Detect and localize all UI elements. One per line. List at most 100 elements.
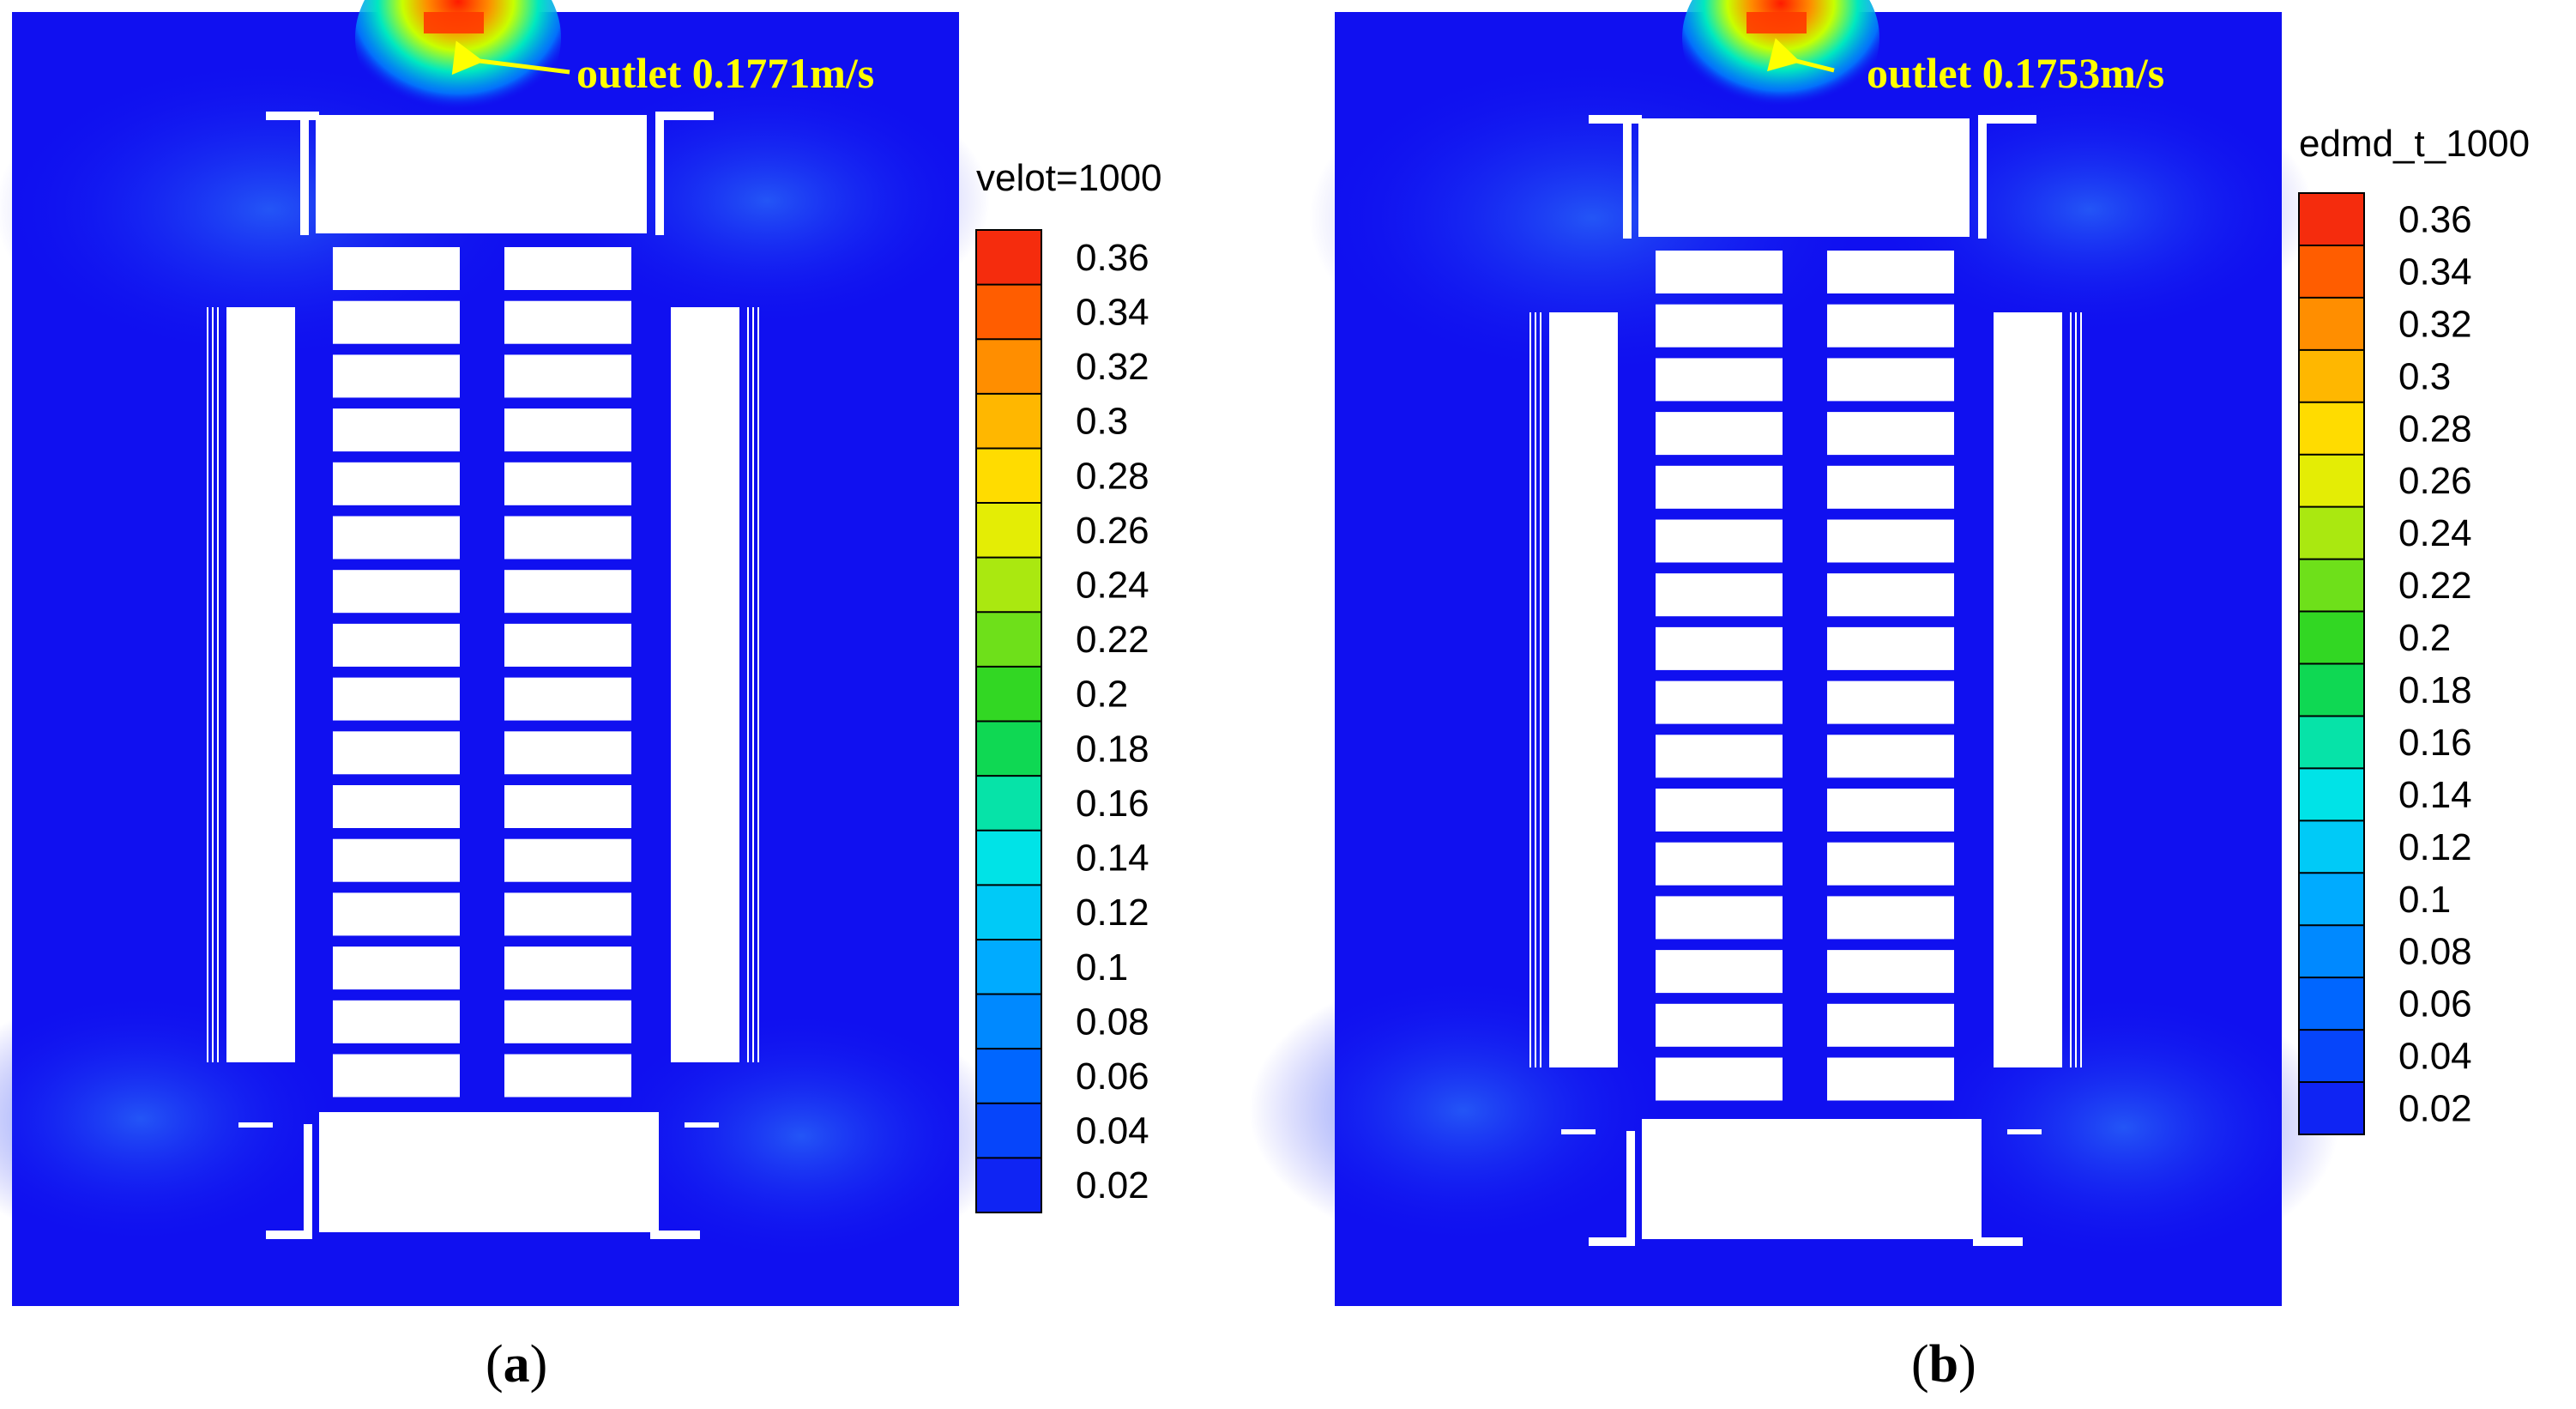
- legend-swatch-a-2: [976, 284, 1041, 340]
- winding-disc-b-left-6: [1656, 519, 1783, 563]
- legend-tick-label: 0.06: [2398, 983, 2472, 1025]
- legend-swatch-b-6: [2299, 454, 2364, 508]
- winding-disc-b-right-7: [1827, 573, 1954, 617]
- bottom-tab-left-b: [1561, 1129, 1596, 1134]
- legend-tick-label: 0.24: [1076, 565, 1149, 607]
- bottom-tab-right-b: [2007, 1129, 2042, 1134]
- winding-disc-a-right-10: [504, 731, 631, 775]
- outlet-point-b: [1774, 51, 1788, 65]
- legend-tick-label: 0.26: [2398, 460, 2472, 502]
- legend-tick-label: 0.04: [1076, 1110, 1149, 1152]
- legend-tick-label: 0.34: [1076, 291, 1149, 333]
- side-panel-lines-b: [1529, 312, 2082, 1067]
- legend-swatch-a-12: [976, 830, 1041, 886]
- legend-tick-label: 0.22: [1076, 619, 1149, 661]
- winding-disc-a-right-4: [504, 408, 631, 452]
- legend-tick-label: 0.08: [1076, 1001, 1149, 1043]
- winding-disc-b-right-9: [1827, 680, 1954, 724]
- legend-swatch-b-17: [2299, 1030, 2364, 1083]
- legend-tick-label: 0.32: [2398, 303, 2472, 345]
- winding-disc-a-left-5: [333, 462, 460, 505]
- legend-tick-label: 0.12: [1076, 892, 1149, 934]
- winding-disc-b-left-13: [1656, 896, 1783, 940]
- winding-disc-b-right-15: [1827, 1003, 1954, 1047]
- winding-disc-a-right-2: [504, 300, 631, 344]
- legend-tick-label: 0.04: [2398, 1036, 2472, 1078]
- legend-tick-label: 0.32: [1076, 346, 1149, 388]
- winding-disc-b-left-14: [1656, 950, 1783, 994]
- winding-disc-a-left-4: [333, 408, 460, 452]
- side-panel-left-b: [1549, 312, 1618, 1067]
- legend-tick-label: 0.26: [1076, 510, 1149, 552]
- legend-tick-label: 0.1: [1076, 946, 1128, 989]
- legend-swatch-b-16: [2299, 977, 2364, 1031]
- side-panel-left-a: [226, 307, 295, 1062]
- winding-disc-a-right-1: [504, 247, 631, 290]
- legend-tick-label: 0.34: [2398, 251, 2472, 293]
- winding-disc-b-right-13: [1827, 896, 1954, 940]
- legend-swatch-a-3: [976, 339, 1041, 395]
- legend-swatch-a-18: [976, 1158, 1041, 1213]
- legend-frame: [2298, 192, 2365, 1135]
- winding-disc-b-left-7: [1656, 573, 1783, 617]
- winding-disc-a-left-3: [333, 354, 460, 398]
- top-bracket-right-v-b: [1978, 115, 1987, 239]
- bottom-bracket-left-h-b: [1589, 1237, 1633, 1246]
- bottom-bracket-right-v-b: [1973, 1131, 1982, 1246]
- winding-disc-a-right-15: [504, 1000, 631, 1043]
- outlet-plume-core-b: [1746, 12, 1807, 33]
- winding-disc-b-right-2: [1827, 304, 1954, 348]
- legend-tick-label: 0.28: [1076, 455, 1149, 497]
- winding-disc-a-left-13: [333, 892, 460, 936]
- bottom-bracket-right-h-a: [655, 1231, 700, 1239]
- winding-disc-a-left-9: [333, 677, 460, 721]
- panel-b: outlet 0.1753m/s: [1249, 0, 2338, 1306]
- winding-disc-b-right-8: [1827, 626, 1954, 670]
- legend-swatch-b-7: [2299, 506, 2364, 560]
- winding-disc-a-left-6: [333, 516, 460, 559]
- winding-disc-b-left-9: [1656, 680, 1783, 724]
- legend-title-a: velot=1000: [976, 157, 1162, 199]
- winding-disc-a-left-2: [333, 300, 460, 344]
- legend-swatch-a-17: [976, 1103, 1041, 1158]
- legend-tick-label: 0.14: [1076, 838, 1149, 880]
- bottom-bracket-left-v-b: [1626, 1131, 1635, 1246]
- winding-disc-a-left-12: [333, 838, 460, 882]
- transformer-geometry-a: [226, 112, 739, 1239]
- legend-swatch-a-15: [976, 994, 1041, 1049]
- legend-tick-label: 0.12: [2398, 826, 2472, 868]
- legend-tick-label: 0.24: [2398, 512, 2472, 554]
- outlet-plume-core-a: [424, 12, 484, 33]
- winding-disc-a-left-11: [333, 785, 460, 828]
- legend-tick-label: 0.22: [2398, 565, 2472, 607]
- winding-disc-b-right-3: [1827, 358, 1954, 402]
- bottom-cover-b: [1642, 1119, 1982, 1239]
- haze-bottomright-a: [595, 1007, 1007, 1265]
- winding-disc-a-left-1: [333, 247, 460, 290]
- winding-disc-b-right-5: [1827, 465, 1954, 509]
- outlet-annotation-a: outlet 0.1771m/s: [576, 49, 874, 97]
- winding-disc-b-right-1: [1827, 251, 1954, 293]
- legend-tick-label: 0.3: [2398, 355, 2451, 397]
- winding-disc-a-right-11: [504, 785, 631, 828]
- winding-disc-a-right-13: [504, 892, 631, 936]
- legend-swatch-b-1: [2299, 193, 2364, 246]
- legend-swatch-a-7: [976, 557, 1041, 613]
- winding-disc-b-right-4: [1827, 412, 1954, 456]
- top-bracket-right-v-a: [655, 112, 664, 235]
- legend-frame: [975, 229, 1042, 1213]
- legend-tick-label: 0.28: [2398, 408, 2472, 450]
- top-cover-a: [316, 115, 647, 233]
- winding-disc-b-right-16: [1827, 1057, 1954, 1101]
- bottom-bracket-left-h-a: [266, 1231, 311, 1239]
- winding-disc-a-right-3: [504, 354, 631, 398]
- legend-b: edmd_t_1000 0.360.340.320.30.280.260.240…: [2298, 123, 2530, 1135]
- legend-tick-label: 0.18: [2398, 669, 2472, 711]
- outlet-annotation-b: outlet 0.1753m/s: [1867, 49, 2164, 97]
- bottom-bracket-right-h-b: [1978, 1237, 2023, 1246]
- legend-ticks-a: 0.36 0.34 0.32 0.3 0.28 0.26 0.24 0.22 0.2 0.18 0.…: [1076, 237, 1149, 1206]
- legend-tick-label: 0.36: [2398, 199, 2472, 241]
- legend-swatch-a-4: [976, 393, 1041, 450]
- legend-swatch-b-14: [2299, 873, 2364, 926]
